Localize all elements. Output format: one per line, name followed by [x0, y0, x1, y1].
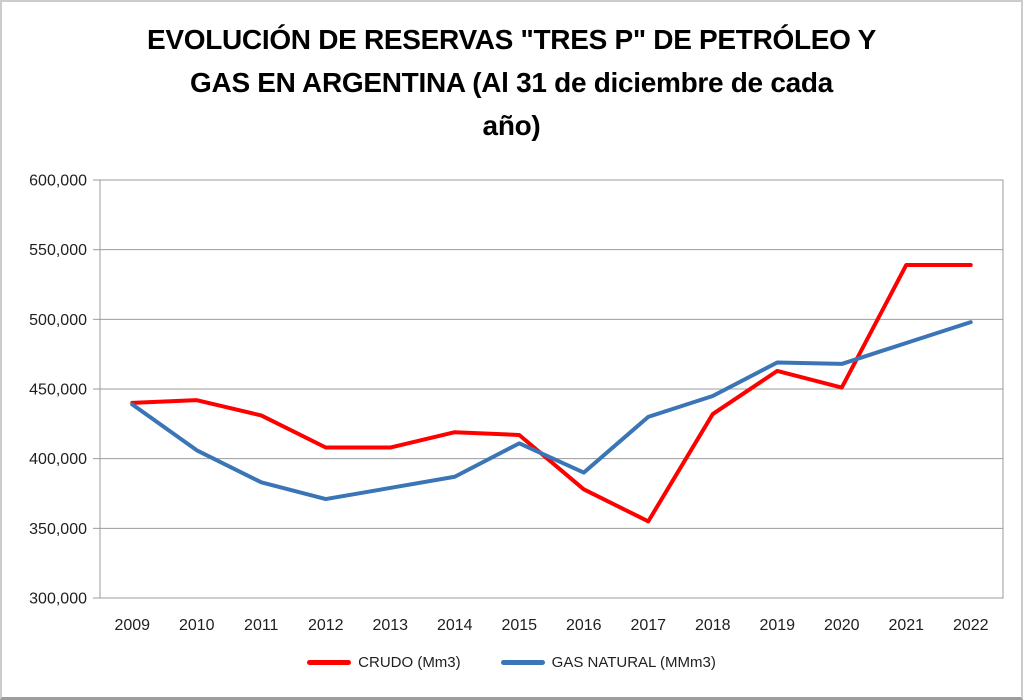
- legend-label-gas-natural: GAS NATURAL (MMm3): [551, 654, 716, 671]
- x-tick-label: 2011: [244, 617, 279, 634]
- legend-item-crudo: CRUDO (Mm3): [307, 654, 461, 671]
- legend-label-crudo: CRUDO (Mm3): [358, 654, 461, 671]
- y-tick-label: 550,000: [29, 242, 87, 259]
- x-tick-label: 2012: [308, 617, 344, 634]
- x-tick-label: 2018: [695, 617, 731, 634]
- x-tick-label: 2019: [759, 617, 795, 634]
- chart-title: EVOLUCIÓN DE RESERVAS "TRES P" DE PETRÓL…: [2, 18, 1021, 147]
- y-tick-label: 300,000: [29, 591, 87, 608]
- series-line-gas-natural: [130, 320, 973, 502]
- chart-title-line-2: GAS EN ARGENTINA (Al 31 de diciembre de …: [190, 67, 833, 98]
- crudo-line-swatch: [307, 660, 352, 665]
- x-tick-label: 2015: [501, 617, 537, 634]
- x-tick-label: 2009: [114, 617, 150, 634]
- x-tick-label: 2016: [566, 617, 602, 634]
- series-line-crudo: [130, 262, 973, 524]
- gas-natural-line-swatch: [500, 660, 545, 665]
- y-tick-label: 400,000: [29, 451, 87, 468]
- x-tick-label: 2022: [953, 617, 989, 634]
- x-tick-label: 2017: [630, 617, 666, 634]
- x-tick-label: 2021: [888, 617, 924, 634]
- x-tick-label: 2014: [437, 617, 473, 634]
- x-tick-label: 2020: [824, 617, 860, 634]
- x-tick-label: 2010: [179, 617, 215, 634]
- y-tick-label: 600,000: [29, 173, 87, 190]
- y-tick-label: 450,000: [29, 382, 87, 399]
- plot-area-border: [99, 179, 1004, 599]
- x-tick-label: 2013: [372, 617, 408, 634]
- chart-title-line-1: EVOLUCIÓN DE RESERVAS "TRES P" DE PETRÓL…: [146, 24, 877, 55]
- legend-item-gas-natural: GAS NATURAL (MMm3): [500, 654, 716, 671]
- chart-legend: CRUDO (Mm3) GAS NATURAL (MMm3): [2, 654, 1021, 671]
- y-tick-label: 500,000: [29, 312, 87, 329]
- y-tick-label: 350,000: [29, 521, 87, 538]
- chart-title-line-3: año): [482, 110, 541, 141]
